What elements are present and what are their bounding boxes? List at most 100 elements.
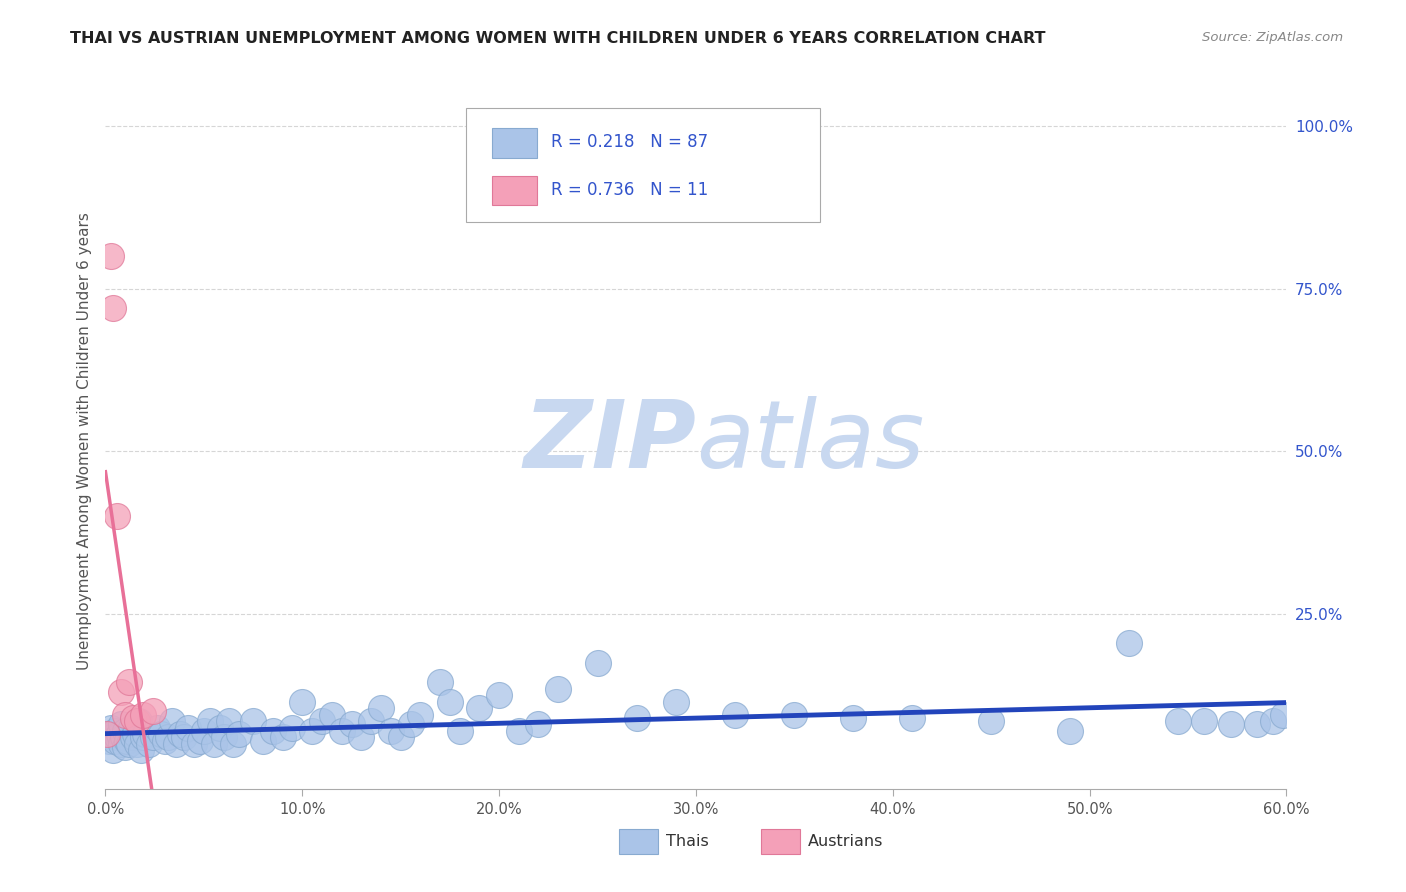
Point: [122, 731, 145, 745]
Point: [586, 656, 609, 670]
Point: [100, 249, 122, 263]
Point: [96, 727, 118, 741]
Point: [330, 723, 353, 738]
Point: [105, 731, 128, 745]
Point: [142, 705, 165, 719]
Point: [120, 721, 142, 735]
Point: [122, 711, 145, 725]
Point: [125, 737, 148, 751]
Point: [112, 731, 135, 745]
Point: [1192, 714, 1215, 728]
Text: Austrians: Austrians: [808, 834, 883, 849]
Point: [138, 737, 160, 751]
Point: [291, 695, 314, 709]
Point: [98, 733, 121, 747]
Point: [262, 723, 284, 738]
Point: [145, 721, 167, 735]
Point: [399, 717, 422, 731]
Point: [208, 721, 231, 735]
Point: [202, 737, 225, 751]
Point: [380, 723, 402, 738]
Point: [527, 717, 550, 731]
Point: [183, 737, 205, 751]
Point: [114, 740, 136, 755]
Point: [114, 723, 136, 738]
FancyBboxPatch shape: [465, 108, 820, 222]
Point: [547, 681, 569, 696]
Point: [783, 707, 806, 722]
Point: [165, 737, 187, 751]
Point: [626, 711, 648, 725]
Point: [118, 675, 141, 690]
Text: ZIP: ZIP: [523, 395, 696, 488]
Point: [252, 733, 274, 747]
Point: [1118, 636, 1140, 650]
Text: THAI VS AUSTRIAN UNEMPLOYMENT AMONG WOMEN WITH CHILDREN UNDER 6 YEARS CORRELATIO: THAI VS AUSTRIAN UNEMPLOYMENT AMONG WOME…: [70, 31, 1046, 46]
Point: [271, 731, 294, 745]
Point: [1261, 714, 1284, 728]
Point: [842, 711, 865, 725]
Point: [110, 737, 132, 751]
Point: [1059, 723, 1081, 738]
Point: [409, 707, 432, 722]
FancyBboxPatch shape: [492, 176, 537, 205]
Point: [350, 731, 373, 745]
FancyBboxPatch shape: [761, 829, 800, 855]
Point: [340, 717, 363, 731]
Text: R = 0.736   N = 11: R = 0.736 N = 11: [551, 181, 709, 199]
Point: [173, 731, 195, 745]
Point: [1167, 714, 1189, 728]
Point: [301, 723, 323, 738]
Point: [110, 685, 132, 699]
Point: [177, 721, 200, 735]
FancyBboxPatch shape: [619, 829, 658, 855]
Point: [449, 723, 471, 738]
Point: [360, 714, 382, 728]
Point: [153, 733, 176, 747]
Point: [132, 707, 155, 722]
Point: [128, 714, 150, 728]
Point: [105, 509, 128, 524]
Point: [132, 731, 155, 745]
Text: Thais: Thais: [666, 834, 709, 849]
Point: [115, 733, 138, 747]
Point: [429, 675, 451, 690]
Point: [389, 731, 412, 745]
Point: [149, 727, 172, 741]
Point: [468, 701, 491, 715]
Point: [321, 707, 343, 722]
Point: [118, 737, 141, 751]
Point: [980, 714, 1002, 728]
Point: [125, 714, 148, 728]
Point: [110, 717, 132, 731]
Point: [193, 723, 215, 738]
Point: [1246, 717, 1268, 731]
Point: [212, 731, 235, 745]
Point: [228, 727, 250, 741]
Point: [104, 723, 127, 738]
Point: [439, 695, 461, 709]
Point: [218, 714, 240, 728]
Text: R = 0.218   N = 87: R = 0.218 N = 87: [551, 134, 707, 152]
Point: [104, 733, 127, 747]
Text: atlas: atlas: [696, 396, 924, 487]
Point: [488, 688, 510, 702]
Point: [665, 695, 688, 709]
FancyBboxPatch shape: [492, 128, 537, 158]
Point: [242, 714, 264, 728]
Point: [198, 714, 221, 728]
Point: [100, 721, 122, 735]
Point: [311, 714, 333, 728]
Point: [124, 727, 146, 741]
Point: [142, 731, 165, 745]
Point: [169, 727, 191, 741]
Point: [1220, 717, 1243, 731]
Point: [901, 711, 924, 725]
Point: [129, 743, 152, 757]
Point: [108, 727, 131, 741]
Point: [724, 707, 747, 722]
Point: [508, 723, 530, 738]
Point: [103, 743, 125, 757]
Point: [188, 733, 211, 747]
Point: [162, 714, 184, 728]
